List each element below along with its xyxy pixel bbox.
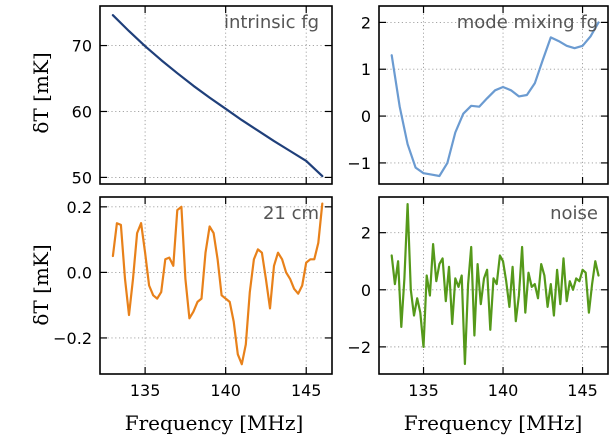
- panel-noise: noise 135 140 145 −2 0 2: [347, 196, 609, 400]
- series-line-intrinsic: [111, 14, 324, 178]
- y-tick-label: 70: [72, 37, 92, 56]
- y-axis-label-bottom: δT [mK]: [29, 244, 53, 325]
- series-line-signal_21cm: [111, 202, 324, 366]
- panel-title-21cm: 21 cm: [263, 203, 319, 224]
- y-tick-label: 0: [361, 107, 371, 126]
- y-tick-label: 2: [361, 224, 371, 243]
- plot-frame: [378, 196, 609, 375]
- y-tick-label: 0: [361, 281, 371, 300]
- x-tick-label: 145: [291, 381, 322, 400]
- y-tick-label: 0.2: [67, 198, 92, 217]
- y-tick-label: −0.2: [53, 329, 92, 348]
- y-tick-label: 50: [72, 168, 92, 187]
- y-tick-label: 60: [72, 102, 92, 121]
- x-tick-label: 135: [408, 381, 439, 400]
- x-tick-label: 140: [210, 381, 241, 400]
- x-tick-label: 145: [567, 381, 598, 400]
- y-tick-label: −1: [347, 154, 371, 173]
- series-line-mode_mixing: [390, 21, 600, 178]
- panel-title-mode-mixing-fg: mode mixing fg: [457, 12, 598, 33]
- plot-frame: [378, 5, 609, 185]
- panel-mode-mixing-fg: mode mixing fg −1 0 1 2: [347, 5, 609, 185]
- plot-frame: [99, 5, 333, 185]
- y-tick-label: 2: [361, 13, 371, 32]
- y-tick-label: 1: [361, 60, 371, 79]
- panel-21cm: 21 cm 135 140 145 −0.2 0.0 0.2: [53, 196, 333, 400]
- x-axis-label-left: Frequency [MHz]: [125, 411, 304, 435]
- y-tick-label: 0.0: [67, 263, 92, 282]
- x-axis-label-right: Frequency [MHz]: [404, 411, 583, 435]
- panel-title-intrinsic-fg: intrinsic fg: [224, 12, 319, 33]
- x-tick-label: 135: [130, 381, 161, 400]
- panel-title-noise: noise: [550, 203, 598, 224]
- y-axis-label-top: δT [mK]: [29, 52, 53, 133]
- y-tick-label: −2: [347, 338, 371, 357]
- panel-intrinsic-fg: intrinsic fg 50 60 70: [72, 5, 333, 187]
- series-line-noise: [390, 203, 600, 366]
- x-tick-label: 140: [488, 381, 519, 400]
- plot-frame: [99, 196, 333, 375]
